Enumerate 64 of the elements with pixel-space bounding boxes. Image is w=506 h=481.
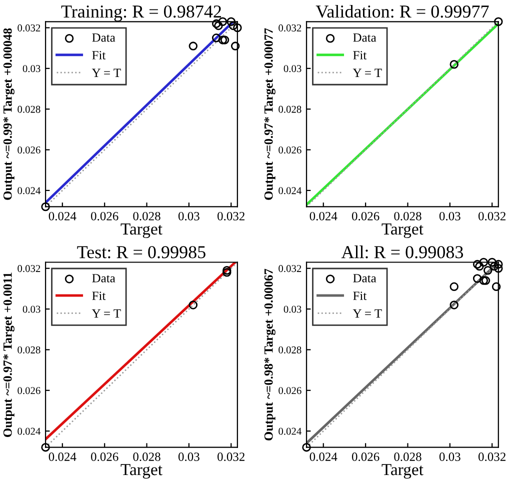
legend-label: Fit xyxy=(353,51,367,60)
x-tick-label: 0.024 xyxy=(310,452,338,462)
legend-label: Y = T xyxy=(352,309,382,318)
legend-label: Fit xyxy=(92,292,106,300)
x-tick-label: 0.032 xyxy=(478,212,506,220)
y-tick-label: 0.032 xyxy=(278,265,302,272)
x-tick-label: 0.024 xyxy=(310,212,338,220)
y-tick-label: 0.032 xyxy=(18,265,40,272)
y-tick-label: 0.024 xyxy=(278,187,302,194)
y-tick-label: 0.028 xyxy=(18,106,40,113)
x-axis-title: Target xyxy=(382,464,424,479)
legend-label: Fit xyxy=(353,292,367,300)
chart-title: Test: R = 0.99985 xyxy=(77,246,206,258)
y-tick-label: 0.032 xyxy=(18,24,40,32)
y-axis-title: Output ~=0.98* Target +0.00067 xyxy=(264,268,276,440)
x-tick-label: 0.032 xyxy=(478,452,506,462)
legend-label: Y = T xyxy=(92,309,121,318)
y-tick-label: 0.024 xyxy=(18,428,41,435)
y-tick-label: 0.03 xyxy=(22,306,40,313)
x-tick-label: 0.03 xyxy=(439,452,460,462)
legend-label: Y = T xyxy=(92,68,121,77)
y-tick-label: 0.028 xyxy=(18,346,40,354)
y-axis-title: Output ~=0.97* Target +0.00077 xyxy=(264,28,276,200)
x-tick-label: 0.028 xyxy=(394,452,422,462)
chart-title: All: R = 0.99083 xyxy=(341,246,464,258)
x-tick-label: 0.032 xyxy=(218,452,244,462)
y-tick-label: 0.026 xyxy=(18,387,40,394)
y-tick-label: 0.024 xyxy=(278,428,302,435)
x-tick-label: 0.024 xyxy=(48,212,76,220)
y-tick-label: 0.03 xyxy=(284,65,302,72)
y-tick-label: 0.032 xyxy=(278,24,302,32)
y-tick-label: 0.028 xyxy=(278,346,302,354)
legend-label: Fit xyxy=(92,51,106,60)
x-tick-label: 0.03 xyxy=(178,452,200,462)
x-tick-label: 0.03 xyxy=(439,212,460,220)
y-tick-label: 0.028 xyxy=(278,106,302,113)
x-tick-label: 0.026 xyxy=(91,452,118,462)
x-axis-title: Target xyxy=(382,224,424,238)
x-tick-label: 0.032 xyxy=(218,212,244,220)
y-axis-title: Output ~=0.99* Target +0.00048 xyxy=(3,28,14,200)
y-tick-label: 0.03 xyxy=(22,65,40,72)
x-tick-label: 0.026 xyxy=(91,212,118,220)
x-tick-label: 0.028 xyxy=(394,212,422,220)
x-tick-label: 0.024 xyxy=(48,452,76,462)
legend-label: Data xyxy=(92,33,116,42)
y-tick-label: 0.024 xyxy=(18,187,41,194)
legend-label: Y = T xyxy=(352,68,382,77)
y-tick-label: 0.026 xyxy=(18,146,40,154)
y-tick-label: 0.026 xyxy=(278,146,302,154)
y-axis-title: Output ~=0.97* Target +0.0011 xyxy=(3,272,14,437)
x-tick-label: 0.028 xyxy=(133,212,160,220)
x-tick-label: 0.026 xyxy=(352,212,380,220)
legend-label: Data xyxy=(353,274,376,282)
y-tick-label: 0.026 xyxy=(278,387,302,394)
x-axis-title: Target xyxy=(120,464,162,479)
y-tick-label: 0.03 xyxy=(284,306,302,313)
chart-title: Validation: R = 0.99977 xyxy=(316,4,489,18)
legend-label: Data xyxy=(353,33,376,42)
x-tick-label: 0.028 xyxy=(133,452,160,462)
x-tick-label: 0.026 xyxy=(352,452,380,462)
legend-label: Data xyxy=(92,274,116,282)
chart-title: Training: R = 0.98742 xyxy=(61,5,221,22)
x-axis-title: Target xyxy=(120,224,162,238)
x-tick-label: 0.03 xyxy=(178,212,200,220)
